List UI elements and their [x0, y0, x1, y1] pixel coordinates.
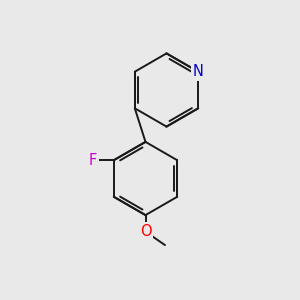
Text: N: N	[193, 64, 204, 79]
Text: O: O	[140, 224, 151, 239]
Text: F: F	[89, 153, 97, 168]
